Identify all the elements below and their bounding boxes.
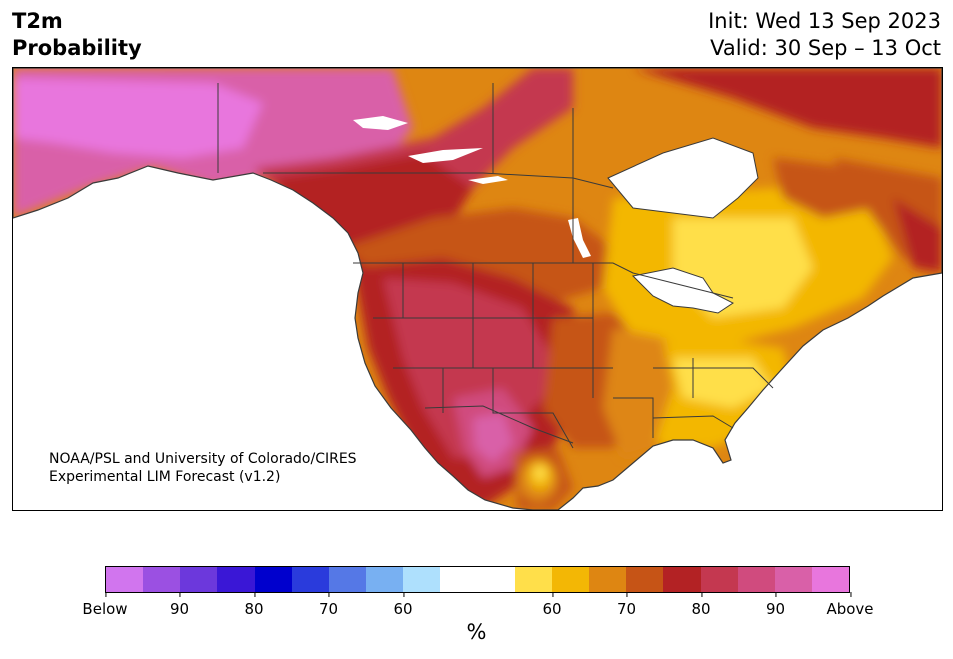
colorbar-swatch [291,567,329,592]
colorbar-swatch [217,567,255,592]
colorbar-swatch [143,567,181,592]
lake-winnipeg [568,218,591,258]
colorbar-swatch [626,567,664,592]
credit-line-2: Experimental LIM Forecast (v1.2) [49,469,281,485]
colorbar-ticks: Below 90 80 70 60 60 70 80 90 Above [82,592,874,618]
lake-athabasca [468,176,508,184]
great-bear-lake [353,116,408,130]
colorbar-swatch [737,567,775,592]
colorbar-tick-label: 70 [617,592,636,618]
great-slave-lake [408,148,483,163]
colorbar-swatch [589,567,627,592]
colorbar-swatch [366,567,404,592]
map-canvas [13,68,942,510]
colorbar-swatch [514,567,552,592]
title-block: T2m Probability [12,8,142,62]
colorbar-swatch [180,567,218,592]
colorbar-swatch [440,567,478,592]
colorbar-swatch [328,567,367,592]
colorbar [105,566,850,593]
credit-line-1: NOAA/PSL and University of Colorado/CIRE… [49,451,357,467]
colorbar-tick-label: Above [826,592,874,618]
colorbar-tick-label: 90 [766,592,785,618]
colorbar-swatch [663,567,701,592]
colorbar-swatch [254,567,292,592]
valid-period: Valid: 30 Sep – 13 Oct [710,36,941,60]
political-borders [217,83,774,449]
colorbar-swatch [106,567,144,592]
date-block: Init: Wed 13 Sep 2023 Valid: 30 Sep – 13… [708,8,941,62]
colorbar-tick-label: 80 [691,592,711,618]
colorbar-tick-label: 70 [319,592,338,618]
colorbar-swatch [551,567,590,592]
colorbar-unit: % [466,620,487,644]
forecast-map [12,67,943,511]
colorbar-swatch [477,567,515,592]
init-date: Init: Wed 13 Sep 2023 [708,9,941,33]
colorbar-swatch [774,567,812,592]
colorbar-tick-label: 60 [393,592,413,618]
hudson-bay [607,137,759,219]
title-type: Probability [12,36,142,60]
colorbar-swatch [811,567,850,592]
colorbar-swatch [403,567,441,592]
title-variable: T2m [12,9,63,33]
colorbar-tick-label: 80 [244,592,264,618]
colorbar-swatch [700,567,738,592]
colorbar-tick-label: Below [82,592,128,618]
colorbar-tick-label: 90 [170,592,189,618]
data-credit: NOAA/PSL and University of Colorado/CIRE… [49,450,357,486]
colorbar-tick-label: 60 [542,592,562,618]
